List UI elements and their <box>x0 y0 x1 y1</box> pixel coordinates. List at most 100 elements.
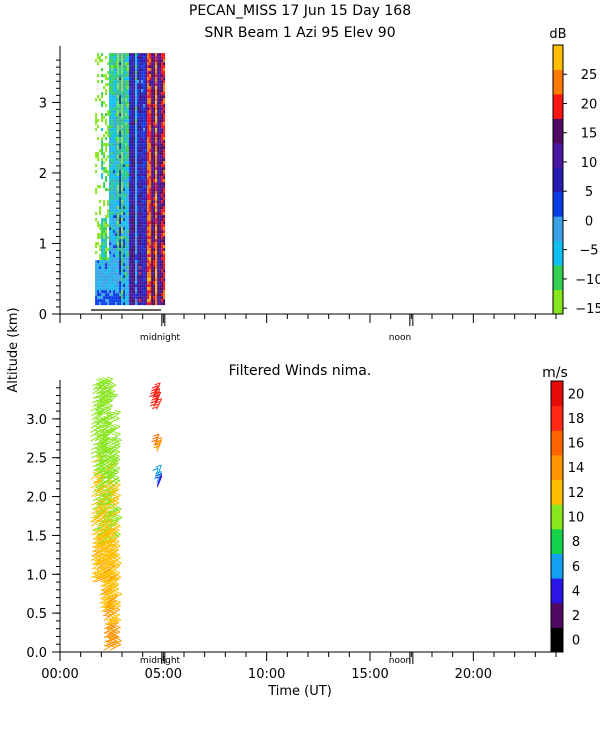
snr-cell <box>117 275 120 279</box>
snr-cell <box>145 263 148 267</box>
wind-barb <box>108 522 121 532</box>
snr-cell <box>139 287 142 291</box>
snr-cell <box>105 287 108 291</box>
snr-cell <box>109 176 112 180</box>
snr-cell <box>151 188 154 192</box>
snr-cell <box>147 98 150 102</box>
snr-cell <box>135 257 138 261</box>
snr-cell <box>117 74 120 78</box>
snr-cell <box>105 245 108 249</box>
snr-cell <box>103 281 106 285</box>
snr-cell <box>133 143 136 147</box>
snr-cell <box>95 263 98 267</box>
snr-cell <box>103 278 106 282</box>
snr-cell <box>159 176 162 180</box>
snr-cell <box>133 194 136 198</box>
snr-cell <box>129 224 132 228</box>
snr-cell <box>161 260 164 264</box>
snr-cell <box>159 179 162 183</box>
snr-cell <box>123 65 126 69</box>
snr-cell <box>105 260 108 264</box>
snr-cell <box>161 191 164 195</box>
snr-cell <box>139 83 142 87</box>
snr-cell <box>153 86 156 90</box>
wind-barb-flag <box>112 433 119 436</box>
snr-cell <box>135 254 138 258</box>
wind-barbs <box>90 376 163 651</box>
snr-cell <box>125 161 128 165</box>
snr-cell <box>145 176 148 180</box>
snr-cell <box>161 176 164 180</box>
snr-cell <box>159 122 162 126</box>
snr-cell <box>157 128 160 132</box>
snr-cell <box>141 260 144 264</box>
snr-cell <box>121 95 124 99</box>
snr-cell <box>101 251 104 255</box>
snr-cell <box>139 254 142 258</box>
snr-cell <box>143 122 146 126</box>
snr-cell <box>145 185 148 189</box>
snr-cell <box>163 278 166 282</box>
snr-cell <box>125 77 128 81</box>
wind-barb-staff <box>107 519 120 527</box>
snr-cell <box>127 98 130 102</box>
snr-cell <box>97 62 100 66</box>
snr-cell <box>143 182 146 186</box>
snr-cell <box>109 191 112 195</box>
snr-cell <box>149 209 152 213</box>
snr-cell <box>141 107 144 111</box>
snr-cell <box>137 215 140 219</box>
snr-cell <box>119 137 122 141</box>
snr-cell <box>111 299 114 303</box>
wind-barb-flag <box>115 522 121 527</box>
snr-cell <box>109 284 112 288</box>
snr-cell <box>163 98 166 102</box>
snr-cell <box>109 143 112 147</box>
snr-cell <box>157 200 160 204</box>
snr-cell <box>109 302 112 306</box>
snr-cell <box>139 101 142 105</box>
snr-cell <box>139 281 142 285</box>
snr-cell <box>135 71 138 75</box>
snr-cell <box>131 293 134 297</box>
snr-cell <box>117 179 120 183</box>
snr-cell <box>111 185 114 189</box>
snr-cell <box>161 287 164 291</box>
snr-cell <box>159 128 162 132</box>
snr-cell <box>135 233 138 237</box>
snr-cell <box>129 146 132 150</box>
snr-cell <box>161 110 164 114</box>
snr-cell <box>113 278 116 282</box>
snr-cell <box>147 164 150 168</box>
snr-cell <box>159 131 162 135</box>
snr-cell <box>149 212 152 216</box>
snr-cell <box>129 137 132 141</box>
snr-cell <box>121 236 124 240</box>
snr-cell <box>129 200 132 204</box>
snr-cell <box>143 137 146 141</box>
snr-cell <box>129 281 132 285</box>
snr-cell <box>111 155 114 159</box>
snr-cell <box>137 98 140 102</box>
snr-cell <box>95 287 98 291</box>
snr-cell <box>163 206 166 210</box>
snr-cell <box>145 200 148 204</box>
wind-barb-staff <box>105 459 117 468</box>
snr-cell <box>155 143 158 147</box>
snr-cell <box>127 137 130 141</box>
snr-cell <box>119 191 122 195</box>
snr-cell <box>161 182 164 186</box>
snr-cell <box>117 155 120 159</box>
snr-cell <box>119 251 122 255</box>
snr-cell <box>115 227 118 231</box>
snr-cell <box>129 284 132 288</box>
snr-cell <box>125 287 128 291</box>
snr-cell <box>133 239 136 243</box>
wind-barb-staff <box>102 447 115 455</box>
wind-barb-flag <box>108 537 115 541</box>
winds-y-tick-label: 3.0 <box>26 413 47 428</box>
wind-barb-staff <box>107 477 120 485</box>
snr-cell <box>153 185 156 189</box>
snr-cell <box>133 236 136 240</box>
snr-cell <box>135 125 138 129</box>
